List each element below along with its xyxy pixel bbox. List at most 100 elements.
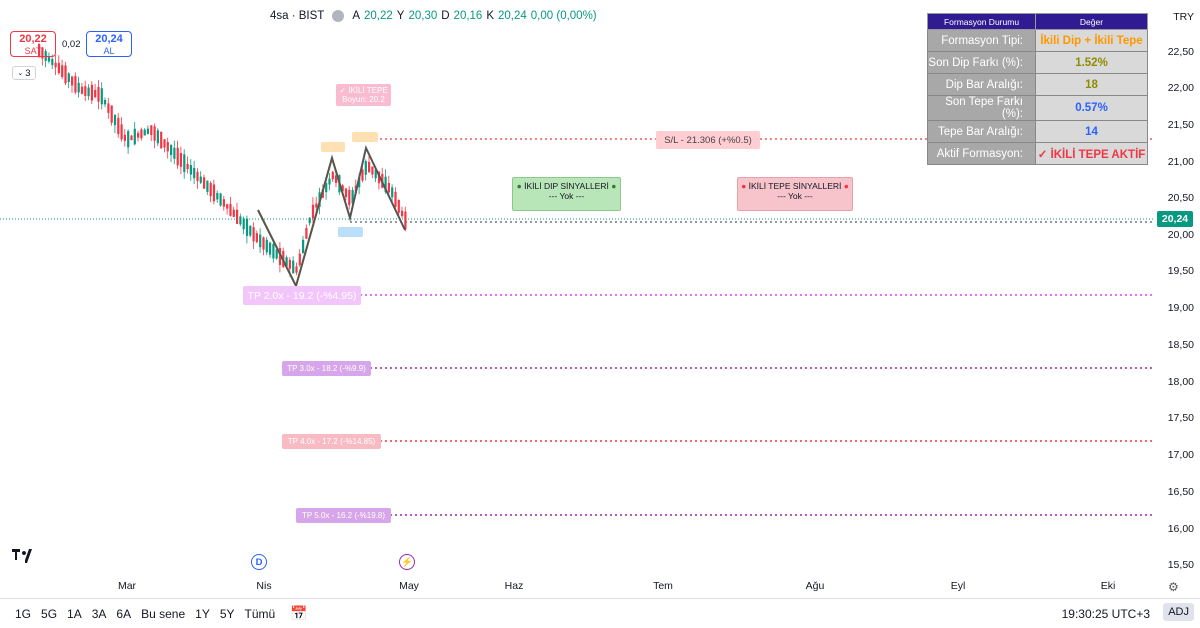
adj-button[interactable]: ADJ: [1163, 603, 1194, 621]
candle-body: [84, 86, 87, 96]
double-bottom-signals: ● İKİLİ DIP SİNYALLERİ ● --- Yok ---: [512, 177, 621, 211]
time-tick: Haz: [504, 580, 524, 592]
candle-body: [348, 189, 351, 206]
candle-body: [298, 253, 301, 266]
candle-body: [315, 203, 318, 208]
candle-body: [140, 129, 143, 139]
sell-price: 20,22: [19, 33, 47, 45]
low-value: 20,16: [453, 10, 483, 22]
price-axis[interactable]: TRY 22,50 22,00 21,50 21,00 20,50 20,00 19,50 1…: [1155, 0, 1200, 600]
price-tick: 22,50: [1167, 46, 1194, 58]
range-button[interactable]: 3A: [91, 606, 107, 621]
table-key: Aktif Formasyon:: [927, 142, 1036, 165]
candle-body: [252, 227, 255, 242]
candle-body: [212, 184, 216, 202]
candle-body: [229, 204, 232, 216]
table-header-value: Değer: [1035, 13, 1148, 30]
range-button[interactable]: Tümü: [244, 606, 276, 621]
table-key: Dip Bar Aralığı:: [927, 73, 1036, 96]
price-tick: 21,00: [1167, 156, 1194, 168]
candle-body: [236, 209, 239, 224]
time-axis[interactable]: Mar Nis May Haz Tem Ağu Eyl Eki: [0, 575, 1155, 597]
candle-body: [51, 58, 54, 66]
candle-body: [384, 176, 387, 192]
price-tick: 22,00: [1167, 82, 1194, 94]
dividend-icon[interactable]: D: [251, 554, 267, 570]
candle-body: [130, 135, 133, 141]
candle-body: [265, 239, 268, 253]
market-status-icon: [332, 10, 345, 22]
candle-body: [232, 209, 235, 217]
buy-button[interactable]: 20,24 AL: [86, 31, 132, 57]
range-button[interactable]: Bu sene: [141, 606, 186, 621]
candle-body: [203, 177, 206, 189]
table-value: 1.52%: [1035, 51, 1148, 74]
candle-body: [127, 131, 130, 148]
candle-body: [74, 76, 77, 93]
candle-body: [394, 191, 397, 207]
buy-label: AL: [103, 46, 115, 56]
candle-body: [47, 56, 51, 62]
current-price-tag: 20,24: [1157, 211, 1193, 227]
candle-body: [292, 260, 295, 274]
candles: [38, 43, 407, 277]
range-button[interactable]: 1G: [15, 606, 32, 621]
table-row: Formasyon Tipi: İkili Dip + İkili Tepe: [927, 29, 1148, 52]
time-tick: May: [399, 580, 419, 592]
candle-body: [311, 204, 315, 219]
sell-button[interactable]: 20,22 SAT: [10, 31, 56, 57]
price-tick: 16,00: [1167, 523, 1194, 535]
candle-body: [209, 182, 212, 197]
tradingview-logo[interactable]: [12, 549, 34, 567]
symbol-header: 4sa · BIST A 20,22 Y 20,30 D 20,16 K 20,24 0…: [270, 10, 597, 22]
time-tick: Tem: [653, 580, 673, 592]
calendar-icon[interactable]: 📅: [290, 605, 308, 621]
range-button[interactable]: 5G: [41, 606, 58, 621]
range-button[interactable]: 1Y: [195, 606, 210, 621]
symbol-name[interactable]: 4sa · BIST: [270, 10, 325, 22]
candle-body: [77, 82, 80, 93]
table-value: İkili Dip + İkili Tepe: [1035, 29, 1148, 52]
sl-label: S/L - 21.306 (+%0.5): [656, 131, 760, 149]
candle-body: [146, 128, 150, 134]
range-button[interactable]: 5Y: [219, 606, 235, 621]
candle-body: [80, 86, 84, 94]
candle-body: [305, 228, 308, 239]
candle-body: [166, 142, 169, 152]
candle-body: [71, 76, 74, 86]
range-button[interactable]: 6A: [116, 606, 132, 621]
price-tick: 20,50: [1167, 192, 1194, 204]
candle-body: [156, 130, 159, 144]
high-value: 20,30: [408, 10, 438, 22]
candle-body: [361, 169, 364, 181]
candle-body: [295, 266, 298, 273]
candle-body: [325, 182, 328, 193]
chart-area[interactable]: ✓ İKİLİ TEPE Boyun: 20.2 S/L - 21.306 (+…: [0, 0, 1155, 575]
currency-label[interactable]: TRY: [1173, 11, 1194, 23]
range-button[interactable]: 1A: [67, 606, 82, 621]
table-value: 0.57%: [1035, 95, 1148, 121]
time-tick: Nis: [256, 580, 272, 592]
candle-body: [239, 216, 242, 225]
candle-body: [278, 248, 282, 265]
chevron-down-icon: ⌄: [17, 70, 24, 77]
candle-body: [368, 161, 371, 173]
high-label: Y: [396, 10, 405, 22]
table-row: Son Tepe Farkı (%): 0.57%: [927, 95, 1148, 121]
candle-body: [87, 87, 90, 97]
indicator-toggle[interactable]: ⌄ 3: [12, 66, 36, 80]
gear-icon[interactable]: ⚙: [1168, 580, 1179, 594]
candle-body: [120, 124, 123, 140]
clock[interactable]: 19:30:25 UTC+3: [1061, 607, 1150, 621]
candle-body: [196, 171, 199, 181]
price-chart[interactable]: [0, 0, 1155, 575]
candle-body: [179, 152, 183, 167]
double-bottom-signals-title: ● İKİLİ DIP SİNYALLERİ ●: [516, 181, 617, 191]
candle-body: [404, 211, 407, 230]
candle-body: [391, 187, 394, 198]
time-tick: Eyl: [950, 580, 966, 592]
candle-body: [193, 167, 196, 179]
candle-body: [137, 132, 140, 138]
earnings-icon[interactable]: ⚡: [399, 554, 415, 570]
candle-body: [351, 190, 354, 204]
